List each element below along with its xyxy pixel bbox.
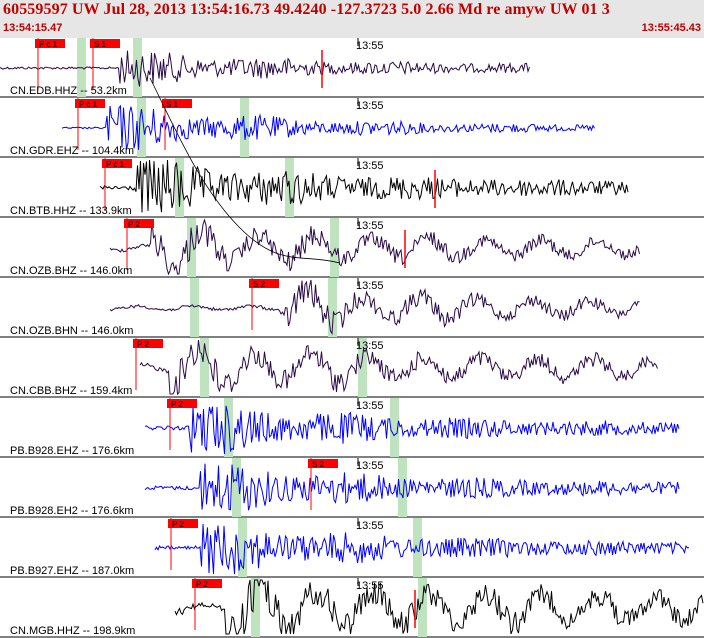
arrival-highlight: [238, 518, 247, 577]
pick-label: P 2: [128, 220, 140, 229]
arrival-highlight: [175, 158, 184, 217]
arrival-highlight: [224, 398, 233, 457]
waveform[interactable]: [0, 50, 530, 87]
arrival-highlight: [413, 518, 422, 577]
pick-label: S 2: [312, 460, 325, 469]
pick-label: P c 1: [79, 100, 98, 109]
trace-row[interactable]: 13:55 P 2 CN.CBB.BHZ -- 159.4km: [0, 338, 704, 398]
minute-tick-label: 13:55: [356, 280, 384, 292]
start-time-label: 13:54:15.47: [3, 22, 63, 34]
waveform[interactable]: [154, 523, 690, 575]
pick-label: P 2: [196, 580, 208, 589]
pick-flag[interactable]: [35, 39, 65, 48]
trace-row[interactable]: 13:55 S 2 PB.B928.EH2 -- 176.6km: [0, 458, 704, 518]
waveform[interactable]: [61, 104, 595, 150]
pick-flag[interactable]: [102, 159, 132, 168]
arrival-highlight: [251, 578, 260, 637]
station-label: CN.OZB.BHZ -- 146.0km: [10, 265, 132, 277]
station-label: CN.EDB.HHZ -- 53.2km: [10, 85, 127, 97]
waveform[interactable]: [144, 463, 680, 511]
pick-flag[interactable]: [162, 99, 192, 108]
station-label: CN.CBB.BHZ -- 159.4km: [10, 385, 132, 397]
arrival-highlight: [358, 338, 367, 397]
waveform[interactable]: [174, 579, 704, 635]
pick-flag[interactable]: [249, 279, 279, 288]
pick-flag[interactable]: [167, 399, 197, 408]
waveform[interactable]: [99, 159, 629, 213]
minute-tick-label: 13:55: [356, 100, 384, 112]
station-label: PB.B928.EH2 -- 176.6km: [10, 505, 134, 517]
travel-time-curve: [149, 77, 341, 264]
minute-tick-label: 13:55: [356, 400, 384, 412]
pick-label: P c 1: [106, 160, 125, 169]
pick-label: P 2: [172, 520, 184, 529]
waveform[interactable]: [109, 279, 640, 336]
station-label: PB.B928.EHZ -- 176.6km: [10, 445, 134, 457]
station-label: CN.BTB.HHZ -- 133.9km: [10, 205, 132, 217]
minute-tick-label: 13:55: [356, 220, 384, 232]
arrival-highlight: [232, 458, 241, 517]
arrival-highlight: [190, 278, 199, 337]
waveform[interactable]: [144, 405, 680, 455]
minute-tick-label: 13:55: [356, 160, 384, 172]
waveform[interactable]: [139, 339, 658, 396]
pick-label: S 1: [94, 40, 107, 49]
arrival-highlight: [330, 218, 339, 277]
event-title: 60559597 UW Jul 28, 2013 13:54:16.73 49.…: [3, 1, 610, 18]
minute-tick-label: 13:55: [356, 40, 384, 52]
station-label: CN.OZB.BHN -- 146.0km: [10, 325, 133, 337]
header-bar: 60559597 UW Jul 28, 2013 13:54:16.73 49.…: [0, 0, 704, 38]
trace-row[interactable]: 13:55 P c 1 CN.BTB.HHZ -- 133.9km: [0, 158, 704, 218]
arrival-highlight: [390, 398, 399, 457]
trace-row[interactable]: 13:55 P 2 PB.B928.EHZ -- 176.6km: [0, 398, 704, 458]
station-label: CN.MGB.HHZ -- 198.9km: [10, 625, 135, 637]
trace-row[interactable]: 13:55 P 2 CN.MGB.HHZ -- 198.9km: [0, 578, 704, 638]
pick-flag[interactable]: [124, 219, 154, 228]
pick-label: P 2: [137, 340, 149, 349]
trace-row[interactable]: 13:55 P c 1 S 1 CN.EDB.HHZ -- 53.2km: [0, 38, 704, 98]
station-label: PB.B927.EHZ -- 187.0km: [10, 565, 134, 577]
seismogram-panel[interactable]: 13:55 P c 1 S 1 CN.EDB.HHZ -- 53.2km 13:55 P …: [0, 38, 704, 638]
trace-row[interactable]: 13:55 P 2 CN.OZB.BHZ -- 146.0km: [0, 218, 704, 278]
arrival-highlight: [137, 98, 146, 157]
pick-label: P c 1: [39, 40, 58, 49]
minute-tick-label: 13:55: [356, 520, 384, 532]
waveform[interactable]: [109, 218, 640, 276]
trace-row[interactable]: 13:55 S 2 CN.OZB.BHN -- 146.0km: [0, 278, 704, 338]
minute-tick-label: 13:55: [356, 580, 384, 592]
arrival-highlight: [187, 218, 196, 277]
minute-tick-label: 13:55: [356, 460, 384, 472]
station-label: CN.GDR.EHZ -- 104.4km: [10, 145, 134, 157]
pick-flag[interactable]: [133, 339, 163, 348]
minute-tick-label: 13:55: [356, 340, 384, 352]
arrival-highlight: [200, 338, 209, 397]
end-time-label: 13:55:45.43: [641, 22, 701, 34]
pick-label: S 2: [253, 280, 266, 289]
pick-flag[interactable]: [192, 579, 222, 588]
pick-label: S 1: [166, 100, 179, 109]
pick-label: P 2: [171, 400, 183, 409]
arrival-highlight: [418, 578, 427, 637]
arrival-highlight: [398, 458, 407, 517]
arrival-highlight: [328, 278, 337, 337]
pick-flag[interactable]: [75, 99, 105, 108]
pick-flag[interactable]: [90, 39, 120, 48]
trace-row[interactable]: 13:55 P 2 PB.B927.EHZ -- 187.0km: [0, 518, 704, 578]
trace-row[interactable]: 13:55 P c 1 S 1 CN.GDR.EHZ -- 104.4km: [0, 98, 704, 158]
pick-flag[interactable]: [308, 459, 338, 468]
pick-flag[interactable]: [168, 519, 198, 528]
